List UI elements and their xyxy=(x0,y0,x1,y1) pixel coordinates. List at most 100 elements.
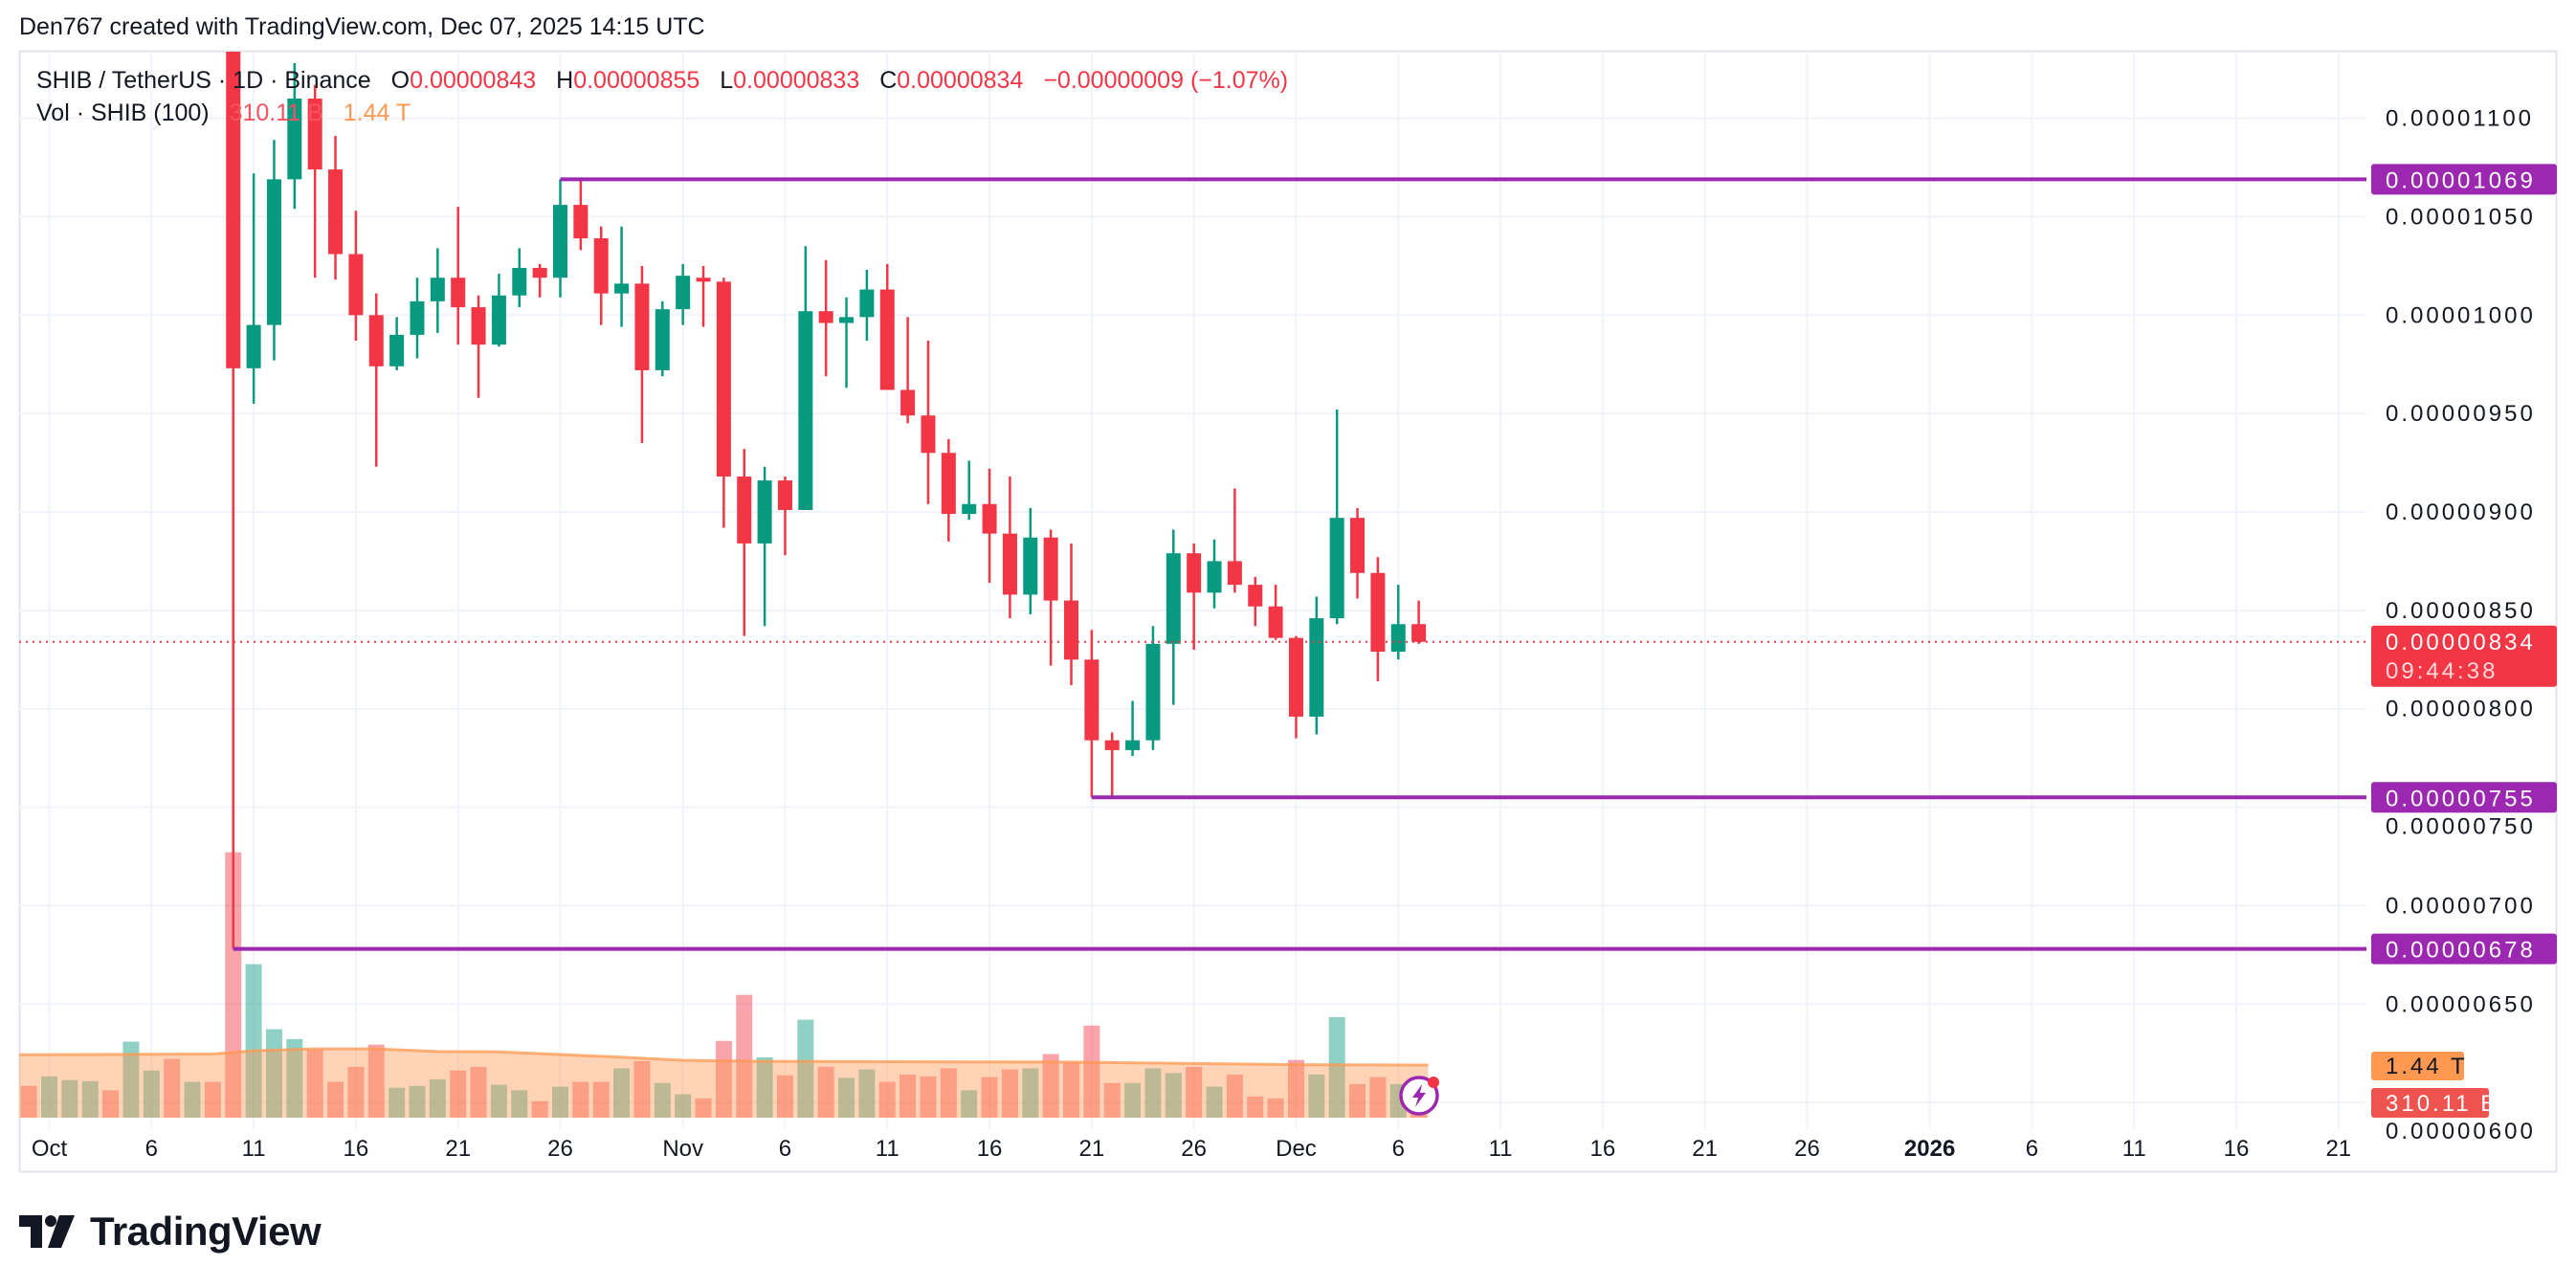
candle[interactable] xyxy=(1187,543,1202,650)
chart-attribution: Den767 created with TradingView.com, Dec… xyxy=(19,13,705,40)
candle[interactable] xyxy=(757,466,772,627)
candle[interactable] xyxy=(389,317,405,370)
candle-body xyxy=(716,281,731,477)
candle[interactable] xyxy=(1329,410,1344,625)
candle[interactable] xyxy=(1084,630,1099,798)
candle[interactable] xyxy=(676,263,691,325)
candle[interactable] xyxy=(1207,539,1222,609)
candle[interactable] xyxy=(737,449,752,636)
candle[interactable] xyxy=(1064,543,1078,686)
candle[interactable] xyxy=(716,278,731,528)
candle[interactable] xyxy=(266,140,281,361)
level-price-label: 0.00000755 xyxy=(2371,782,2557,813)
volume-bar xyxy=(204,1081,221,1118)
candle[interactable] xyxy=(1145,626,1161,750)
candle[interactable] xyxy=(512,248,527,308)
volume-bars xyxy=(20,852,1428,1118)
high-value: 0.00000855 xyxy=(573,67,700,94)
volume-axis-labels: 1.44 T 310.11 B xyxy=(2371,1052,2496,1118)
candle[interactable] xyxy=(430,248,445,333)
candle[interactable] xyxy=(491,274,506,347)
level-label-text: 0.00001069 xyxy=(2386,167,2536,193)
candle[interactable] xyxy=(471,295,486,398)
level-label-box xyxy=(2371,782,2557,813)
candle-body xyxy=(1002,533,1017,595)
candle[interactable] xyxy=(1002,476,1017,619)
candle[interactable] xyxy=(307,84,322,278)
candle[interactable] xyxy=(1309,596,1324,735)
candle[interactable] xyxy=(1411,600,1427,644)
candle[interactable] xyxy=(818,259,833,377)
candle[interactable] xyxy=(368,293,384,467)
price-tick-label: 0.00001100 xyxy=(2386,106,2534,132)
symbol-title[interactable]: SHIB / TetherUS · 1D · Binance xyxy=(36,67,371,94)
candle[interactable] xyxy=(696,265,711,327)
price-axis[interactable]: 0.00001100 0.00001050 0.00001000 0.00000950… xyxy=(2386,106,2536,1144)
candle[interactable] xyxy=(1043,529,1058,666)
candle[interactable] xyxy=(900,317,916,424)
volume-bar xyxy=(1042,1054,1059,1118)
candle[interactable] xyxy=(1125,700,1141,757)
time-tick-label: 6 xyxy=(145,1136,158,1162)
time-tick-label: 21 xyxy=(1692,1136,1718,1162)
candle[interactable] xyxy=(982,468,997,584)
candle[interactable] xyxy=(1227,488,1242,593)
candle[interactable] xyxy=(1350,507,1366,599)
candle[interactable] xyxy=(921,341,936,504)
candle[interactable] xyxy=(879,263,895,390)
candle[interactable] xyxy=(777,476,792,556)
candle[interactable] xyxy=(1288,635,1303,739)
candle[interactable] xyxy=(226,0,241,949)
candle[interactable] xyxy=(634,265,650,444)
volume-bar xyxy=(143,1070,160,1118)
candle-body xyxy=(900,389,916,416)
candle-body xyxy=(1248,585,1263,607)
candle[interactable] xyxy=(1370,557,1386,681)
candle[interactable] xyxy=(451,207,466,345)
candle[interactable] xyxy=(1248,576,1263,627)
candle[interactable] xyxy=(839,297,855,389)
level-label-box xyxy=(2371,164,2557,195)
volume-title[interactable]: Vol · SHIB (100) xyxy=(36,100,210,126)
volume-bar xyxy=(327,1081,344,1118)
candle[interactable] xyxy=(1268,585,1283,640)
candle[interactable] xyxy=(328,136,344,280)
time-tick-label: 16 xyxy=(344,1136,369,1162)
volume-bar xyxy=(1287,1059,1304,1118)
candle[interactable] xyxy=(614,226,630,327)
volume-bar xyxy=(797,1019,814,1118)
candle[interactable] xyxy=(1104,732,1120,798)
candle-body xyxy=(266,179,281,325)
candle[interactable] xyxy=(941,438,956,542)
candle[interactable] xyxy=(410,278,425,359)
last-price-label: 0.00000834 09:44:38 xyxy=(2371,625,2557,687)
candle[interactable] xyxy=(1390,585,1406,660)
candle[interactable] xyxy=(553,179,567,298)
tradingview-logo[interactable]: TradingView xyxy=(19,1208,322,1255)
candle-body xyxy=(226,52,241,368)
price-tick-label: 0.00001000 xyxy=(2386,302,2536,328)
volume-bar xyxy=(1206,1086,1223,1118)
candle[interactable] xyxy=(246,173,261,404)
time-axis[interactable]: Oct 6 11 16 21 26 Nov 6 11 16 21 26 Dec 6 11 16 21 26 2026… xyxy=(32,1136,2351,1162)
volume-bar xyxy=(1124,1082,1142,1118)
volume-bar xyxy=(899,1074,917,1118)
candle[interactable] xyxy=(655,300,670,377)
volume-bar xyxy=(184,1081,201,1118)
level-label-text: 0.00000755 xyxy=(2386,786,2536,811)
candle[interactable] xyxy=(1166,529,1181,705)
lightning-icon[interactable] xyxy=(1399,1076,1439,1116)
candle[interactable] xyxy=(962,460,977,521)
candle-body xyxy=(1288,637,1303,717)
candle[interactable] xyxy=(798,246,813,510)
volume-bar xyxy=(920,1076,937,1118)
candle[interactable] xyxy=(859,269,875,342)
candle[interactable] xyxy=(532,263,547,298)
candle[interactable] xyxy=(1023,507,1038,614)
candle[interactable] xyxy=(348,211,364,342)
candle[interactable] xyxy=(573,179,588,251)
candle[interactable] xyxy=(287,63,302,210)
candle[interactable] xyxy=(593,226,609,325)
plot-area[interactable] xyxy=(19,0,2366,1118)
